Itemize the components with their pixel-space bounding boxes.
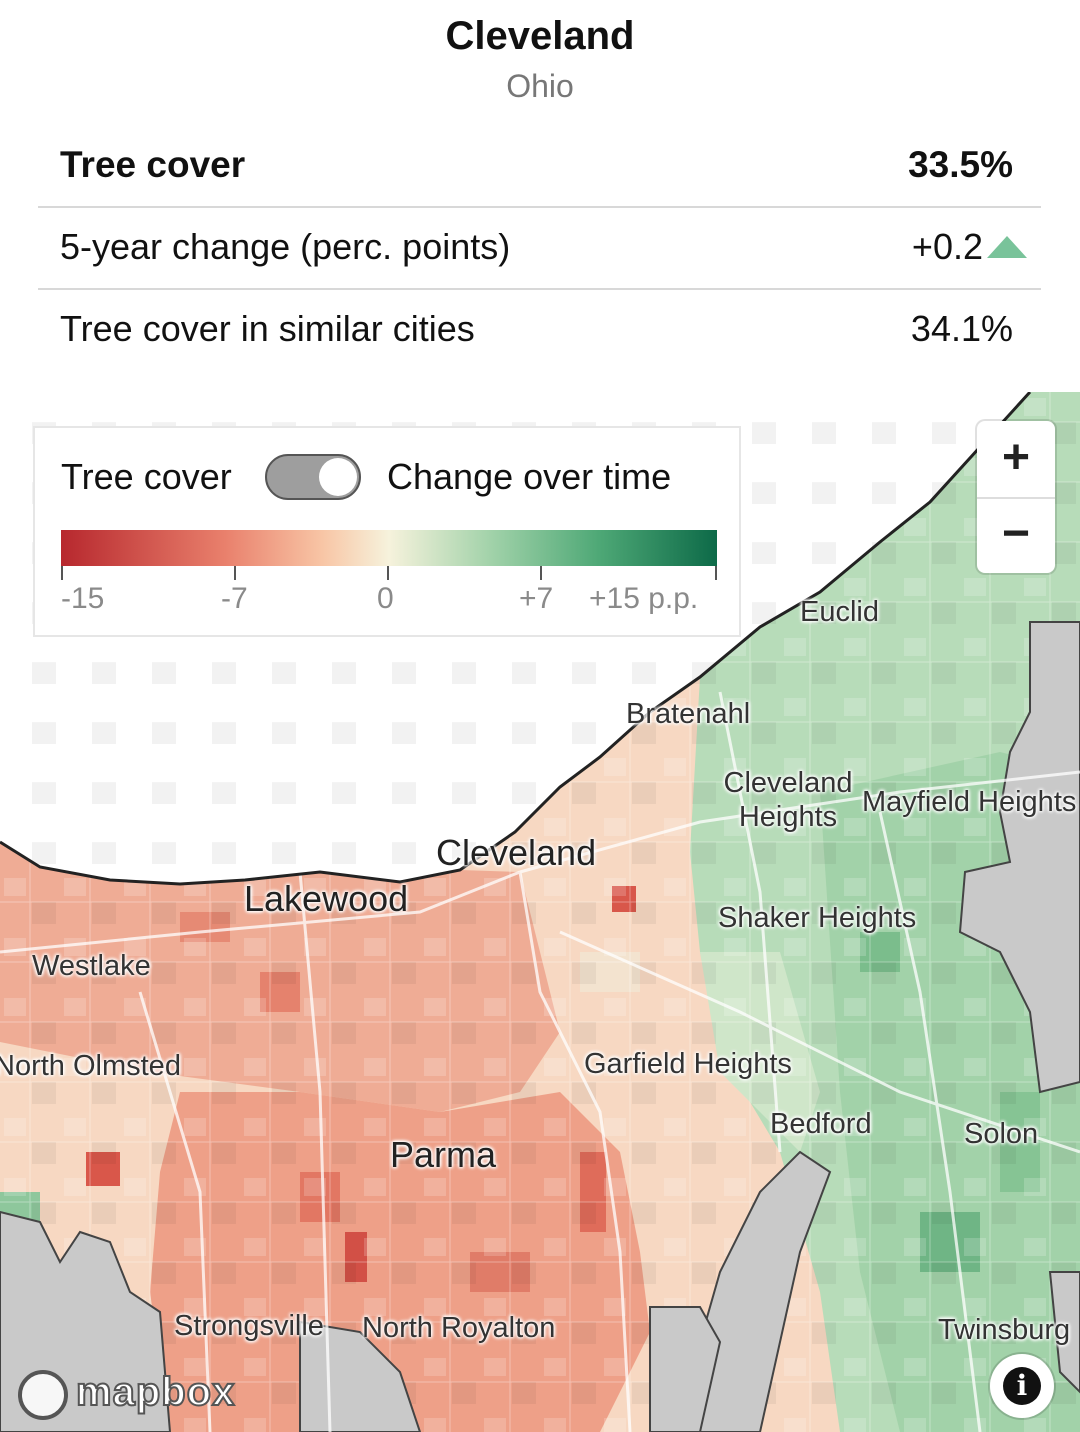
legend-tick xyxy=(540,566,542,580)
zoom-in-button[interactable]: + xyxy=(977,421,1055,499)
triangle-up-icon xyxy=(987,236,1027,258)
tree-cover-label: Tree cover xyxy=(60,144,246,185)
place-label-parma: Parma xyxy=(390,1134,497,1175)
city-title: Cleveland xyxy=(445,14,635,58)
legend-tick-label: +7 xyxy=(519,582,554,615)
legend-tick xyxy=(234,566,236,580)
five-year-change-row: 5-year change (perc. points) +0.2 xyxy=(38,206,1041,290)
tree-cover-value: 33.5% xyxy=(908,144,1013,185)
mapbox-icon xyxy=(18,1370,68,1420)
place-label-mayfield-heights: Mayfield Heights xyxy=(862,786,1077,818)
map-legend: Tree cover Change over time -15 -7 0 +7 … xyxy=(33,426,741,637)
legend-tick-label: 0 xyxy=(377,582,394,615)
toggle-option-tree-cover[interactable]: Tree cover xyxy=(61,456,232,497)
place-label-garfield-heights: Garfield Heights xyxy=(584,1048,792,1080)
mapbox-wordmark: mapbox xyxy=(75,1369,236,1415)
place-label-north-royalton: North Royalton xyxy=(362,1312,556,1344)
attribution-info-button[interactable]: i xyxy=(990,1354,1054,1418)
place-label-bratenahl: Bratenahl xyxy=(626,698,751,730)
place-label-strongsville: Strongsville xyxy=(174,1310,324,1342)
place-label-euclid: Euclid xyxy=(800,596,879,628)
legend-tick-label: -15 xyxy=(61,582,105,615)
place-label-cleveland: Cleveland xyxy=(436,832,597,873)
place-label-solon: Solon xyxy=(964,1118,1039,1150)
legend-tick xyxy=(715,566,717,580)
similar-cities-row: Tree cover in similar cities 34.1% xyxy=(38,288,1041,370)
toggle-option-change-over-time[interactable]: Change over time xyxy=(387,456,672,497)
place-label-shaker-heights: Shaker Heights xyxy=(718,902,917,934)
place-label-north-olmsted: North Olmsted xyxy=(0,1050,181,1082)
zoom-controls: + − xyxy=(977,421,1055,573)
place-label-westlake: Westlake xyxy=(32,950,151,982)
place-label-lakewood: Lakewood xyxy=(244,878,409,919)
legend-tick xyxy=(61,566,63,580)
similar-cities-value: 34.1% xyxy=(910,308,1013,349)
place-label-bedford: Bedford xyxy=(770,1108,872,1140)
legend-tick-label: +15 p.p. xyxy=(589,582,699,615)
five-year-change-value: +0.2 xyxy=(911,226,983,267)
similar-cities-label: Tree cover in similar cities xyxy=(60,308,475,349)
zoom-out-button[interactable]: − xyxy=(1001,507,1031,560)
legend-tick xyxy=(387,566,389,580)
five-year-change-label: 5-year change (perc. points) xyxy=(60,226,511,267)
view-toggle-switch[interactable] xyxy=(265,454,361,500)
legend-tick-label: -7 xyxy=(221,582,248,615)
place-label-twinsburg: Twinsburg xyxy=(938,1314,1071,1346)
info-icon: i xyxy=(1003,1367,1041,1405)
state-subtitle: Ohio xyxy=(506,68,574,104)
tree-cover-row: Tree cover 33.5% xyxy=(38,124,1041,208)
toggle-knob xyxy=(319,458,357,496)
color-ramp xyxy=(61,530,717,566)
place-label-cleveland-heights: Cleveland Heights xyxy=(723,767,853,833)
